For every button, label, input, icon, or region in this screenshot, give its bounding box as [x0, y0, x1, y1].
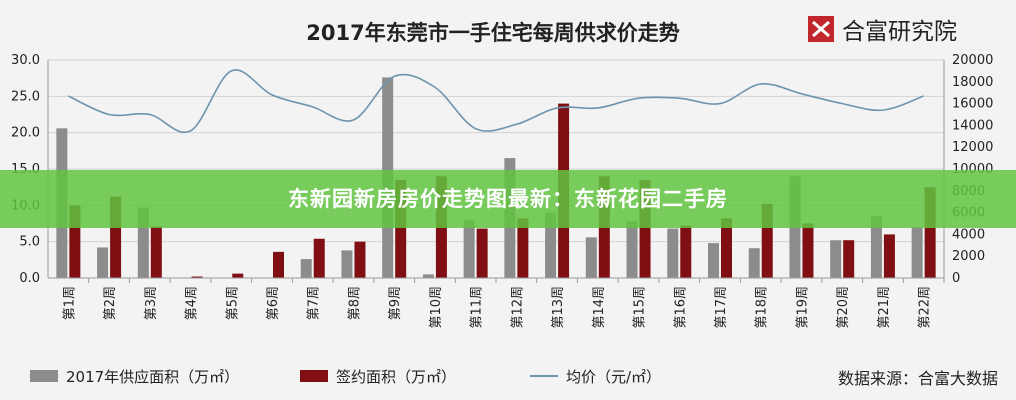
bar-supply	[341, 250, 353, 278]
x-tick-label: 第17周	[714, 286, 729, 329]
y-right-tick-label: 0	[952, 271, 960, 286]
logo-text: 合富研究院	[842, 19, 957, 45]
x-tick-label: 第6周	[266, 286, 281, 320]
x-tick-label: 第19周	[795, 286, 810, 329]
legend-label-signed: 签约面积（万㎡）	[336, 368, 456, 386]
bar-signed	[110, 196, 122, 278]
banner-title: 东新园新房房价走势图最新：东新花园二手房	[288, 187, 728, 211]
legend: 2017年供应面积（万㎡） 签约面积（万㎡） 均价（元/㎡）	[30, 368, 661, 386]
bar-supply	[137, 207, 149, 278]
bar-signed	[69, 205, 81, 278]
bar-signed	[313, 238, 325, 278]
x-tick-label: 第1周	[62, 286, 77, 320]
x-tick-label: 第10周	[429, 286, 444, 329]
x-tick-label: 第4周	[185, 286, 200, 320]
legend-swatch-signed	[300, 370, 328, 382]
x-tick-label: 第13周	[551, 286, 566, 329]
y-right-tick-label: 20000	[952, 53, 993, 68]
bar-signed	[517, 218, 529, 278]
overlay-banner: 东新园新房房价走势图最新：东新花园二手房	[0, 170, 1016, 228]
bar-supply	[585, 237, 597, 278]
bar-supply	[748, 248, 760, 278]
bar-signed	[761, 203, 773, 278]
x-tick-label: 第8周	[347, 286, 362, 320]
x-tick-label: 第18周	[755, 286, 770, 329]
bar-signed	[395, 179, 407, 278]
line-layer	[68, 69, 924, 134]
bar-supply	[97, 247, 109, 278]
bar-signed	[883, 234, 895, 278]
y-right-tick-label: 4000	[952, 227, 985, 242]
x-tick-label: 第5周	[225, 286, 240, 320]
bar-signed	[273, 251, 284, 278]
bar-supply	[870, 216, 882, 278]
x-tick-label: 第15周	[633, 286, 648, 329]
x-tick-label: 第16周	[673, 286, 688, 329]
bar-supply	[463, 219, 475, 278]
bar-supply	[667, 228, 679, 278]
x-tick-label: 第11周	[470, 286, 485, 329]
bar-signed	[232, 273, 244, 278]
bar-signed	[924, 187, 936, 278]
bar-signed	[721, 218, 732, 278]
axis-layer: 0.05.010.015.020.025.030.002000400060008…	[11, 53, 993, 329]
y-right-tick-label: 16000	[952, 97, 993, 112]
bar-supply	[626, 221, 638, 278]
bar-signed	[802, 223, 814, 278]
y-right-tick-label: 14000	[952, 118, 993, 133]
chart-title: 2017年东莞市一手住宅每周供求价走势	[306, 21, 679, 45]
x-tick-label: 第14周	[592, 286, 607, 329]
bar-signed	[639, 179, 651, 278]
y-right-tick-label: 2000	[952, 249, 985, 264]
y-right-tick-label: 18000	[952, 75, 993, 90]
bar-signed	[150, 226, 162, 278]
legend-label-supply: 2017年供应面积（万㎡）	[66, 368, 239, 386]
bar-supply	[422, 274, 434, 278]
x-tick-label: 第7周	[307, 286, 322, 320]
bar-supply	[708, 243, 719, 278]
y-left-tick-label: 30.0	[11, 53, 40, 68]
x-tick-label: 第22周	[918, 286, 933, 329]
source-note: 数据来源：合富大数据	[838, 369, 998, 388]
legend-label-price: 均价（元/㎡）	[566, 368, 661, 386]
bar-signed	[354, 241, 366, 278]
x-tick-label: 第3周	[144, 286, 159, 320]
x-tick-label: 第20周	[836, 286, 851, 329]
x-tick-label: 第2周	[103, 286, 118, 320]
legend-swatch-supply	[30, 370, 58, 382]
bar-signed	[680, 225, 692, 278]
x-tick-label: 第12周	[510, 286, 525, 329]
brand-logo: 合富研究院	[808, 16, 957, 45]
x-tick-label: 第21周	[877, 286, 892, 329]
y-right-tick-label: 12000	[952, 140, 993, 155]
bar-signed	[843, 240, 855, 278]
logo-mark-inner-icon	[812, 20, 830, 38]
bar-supply	[830, 240, 842, 278]
bar-supply	[911, 227, 923, 278]
y-left-tick-label: 5.0	[19, 235, 40, 250]
bar-signed	[476, 228, 488, 278]
bar-supply	[300, 259, 312, 278]
y-left-tick-label: 0.0	[19, 271, 40, 286]
y-left-tick-label: 20.0	[11, 126, 40, 141]
x-tick-label: 第9周	[388, 286, 403, 320]
bar-signed	[191, 276, 203, 278]
price-line	[68, 69, 924, 134]
bar-supply	[545, 212, 557, 278]
y-left-tick-label: 25.0	[11, 89, 40, 104]
